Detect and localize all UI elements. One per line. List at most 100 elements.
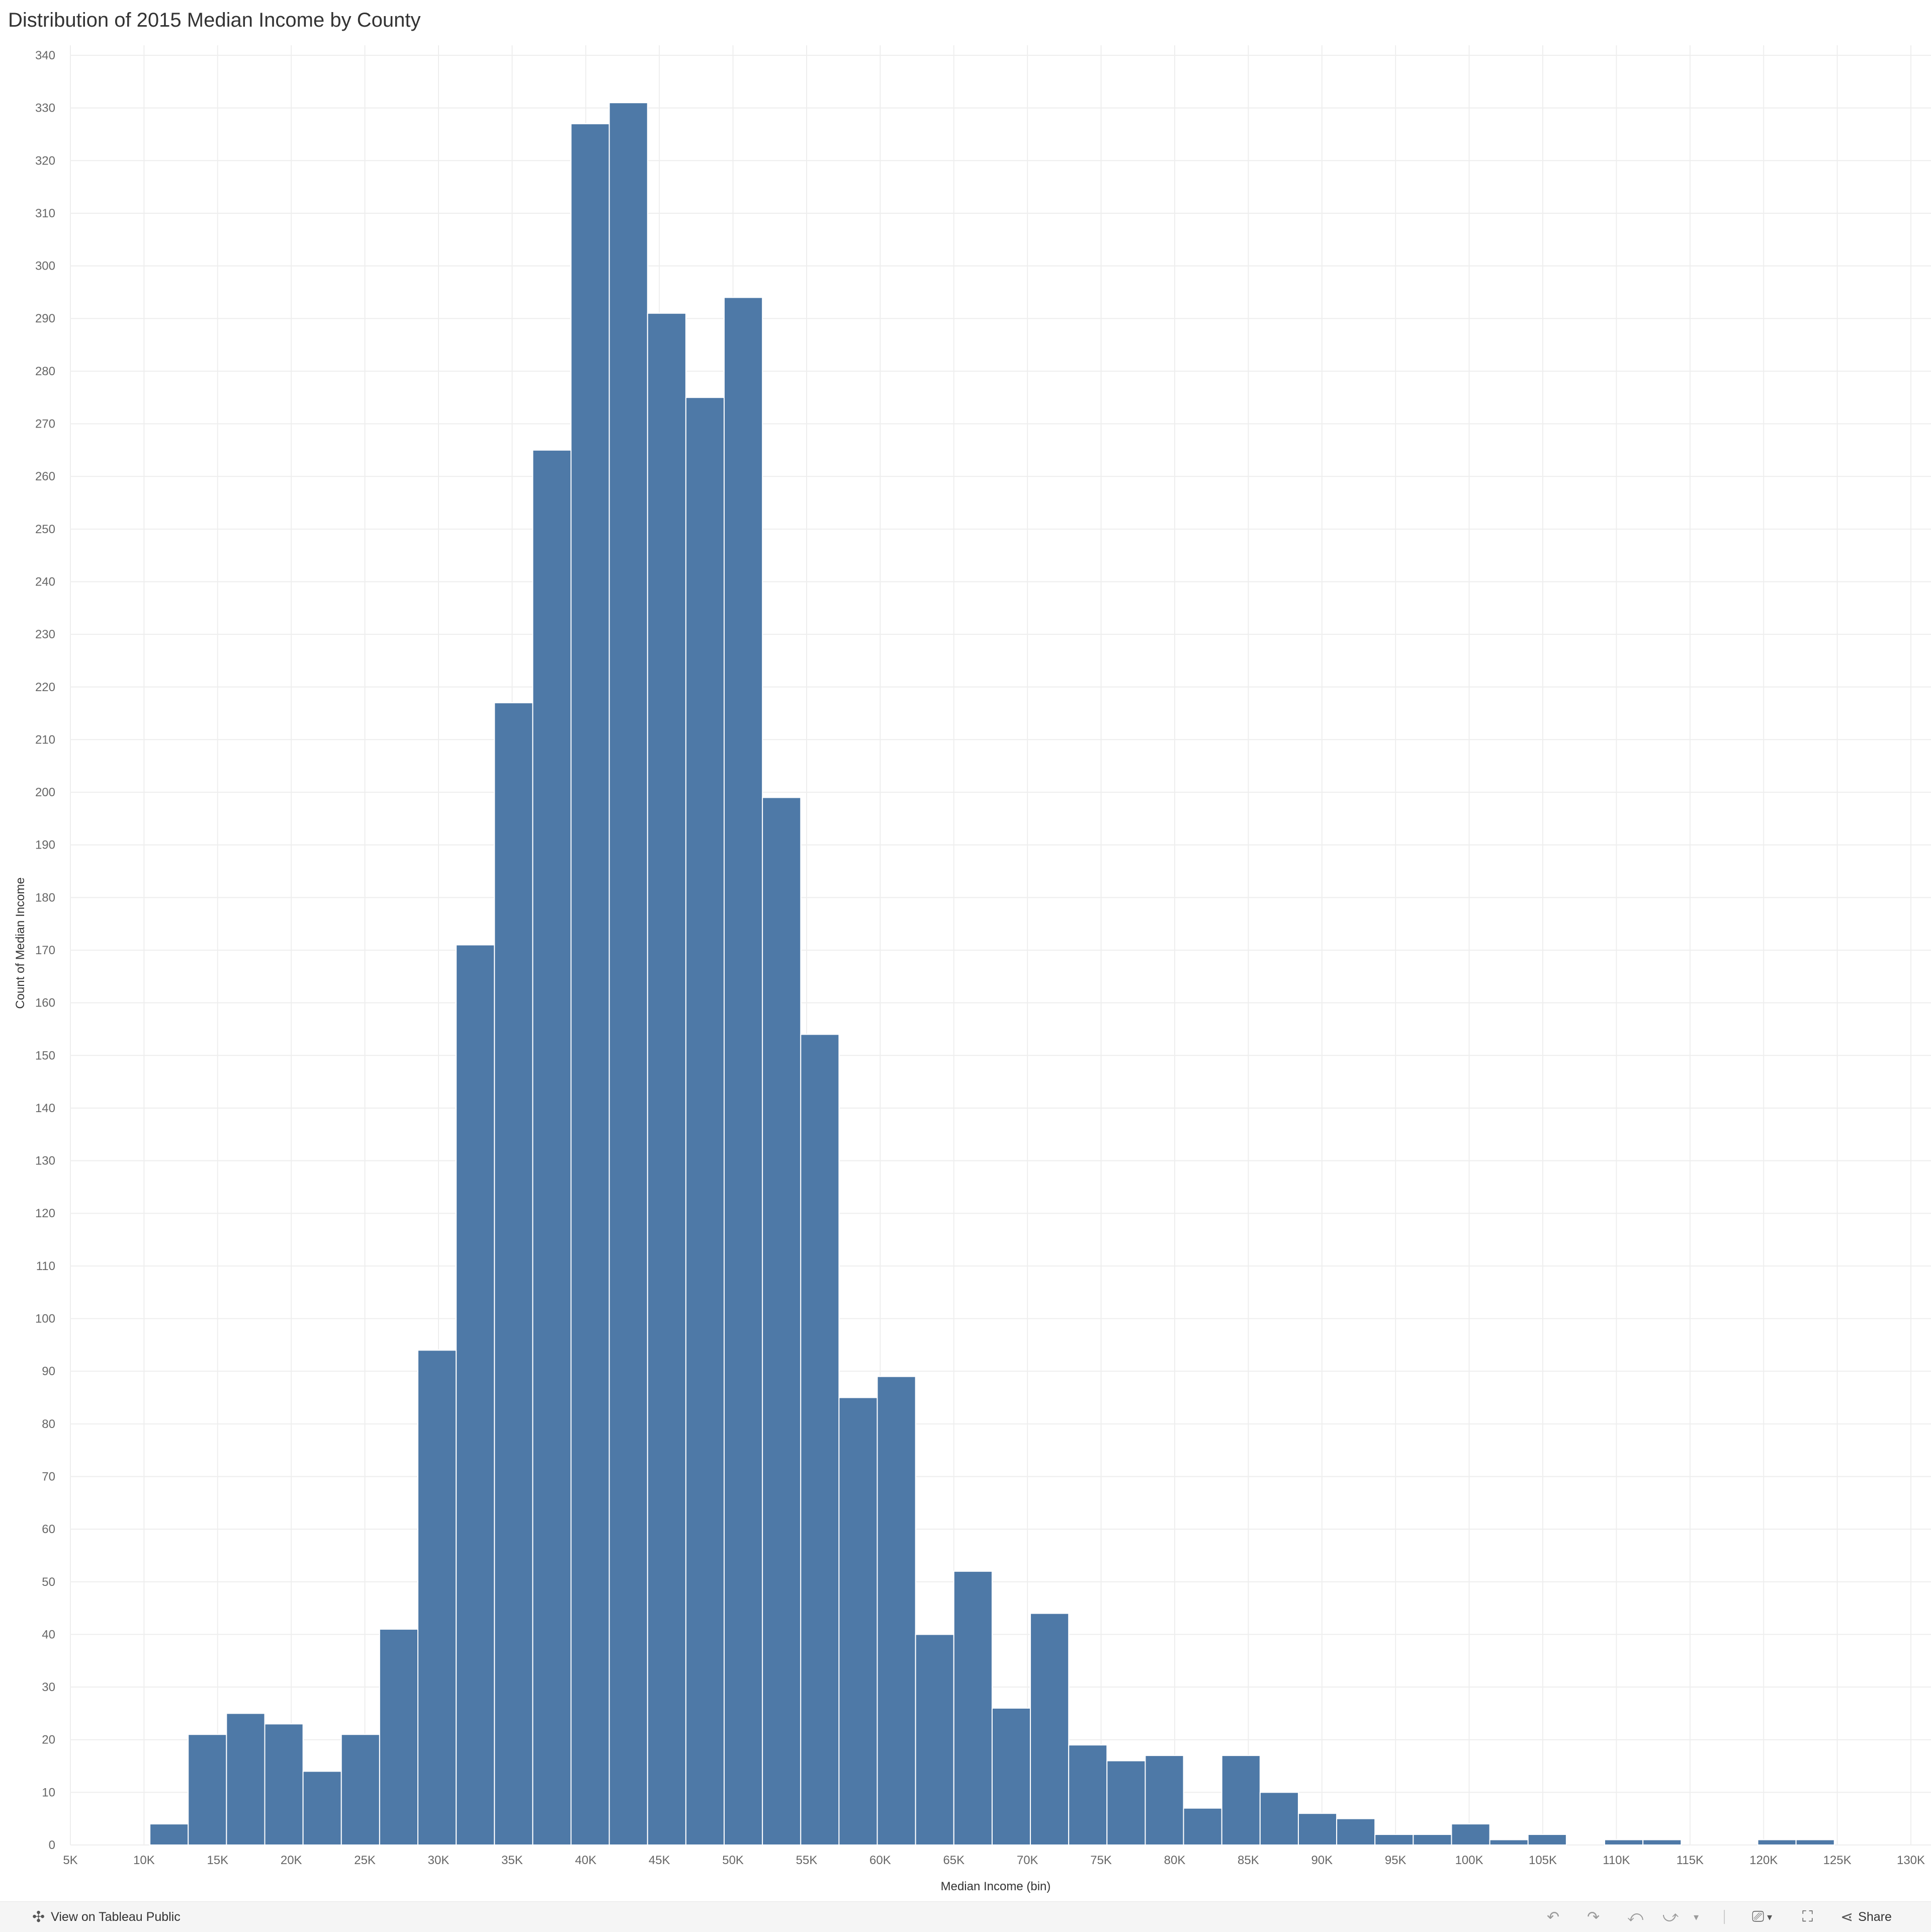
histogram-bars bbox=[149, 102, 1835, 1846]
x-tick-label: 90K bbox=[1311, 1854, 1333, 1867]
refresh-icon: ⤻ bbox=[1662, 1908, 1679, 1925]
histogram-bar[interactable] bbox=[1259, 1792, 1299, 1846]
histogram-bar[interactable] bbox=[762, 797, 802, 1846]
histogram-bar[interactable] bbox=[1183, 1807, 1222, 1846]
y-tick-label: 40 bbox=[42, 1628, 55, 1641]
histogram-bar[interactable] bbox=[1221, 1755, 1261, 1846]
share-label: Share bbox=[1858, 1909, 1892, 1924]
histogram-bar[interactable] bbox=[1489, 1839, 1529, 1846]
fullscreen-button[interactable]: ⛶ bbox=[1802, 1902, 1813, 1932]
histogram-bar[interactable] bbox=[188, 1734, 227, 1846]
y-tick-label: 270 bbox=[35, 417, 55, 431]
y-tick-label: 280 bbox=[35, 365, 55, 378]
y-tick-label: 140 bbox=[35, 1102, 55, 1115]
revert-icon: ⤺ bbox=[1627, 1908, 1644, 1925]
x-tick-label: 110K bbox=[1603, 1854, 1630, 1867]
x-tick-label: 10K bbox=[133, 1854, 155, 1867]
histogram-bar[interactable] bbox=[226, 1713, 266, 1845]
chart-title: Distribution of 2015 Median Income by Co… bbox=[8, 9, 421, 31]
histogram-bar[interactable] bbox=[417, 1350, 457, 1845]
histogram-bar[interactable] bbox=[570, 123, 610, 1845]
histogram-bar[interactable] bbox=[149, 1823, 189, 1845]
y-tick-label: 180 bbox=[35, 891, 55, 904]
x-tick-label: 120K bbox=[1749, 1854, 1778, 1867]
y-tick-label: 320 bbox=[35, 154, 55, 167]
histogram-bar[interactable] bbox=[532, 449, 572, 1845]
x-tick-label: 80K bbox=[1164, 1854, 1186, 1867]
download-button[interactable]: ⎚ ▾ bbox=[1752, 1902, 1772, 1932]
histogram-bar[interactable] bbox=[647, 312, 686, 1846]
histogram-bar[interactable] bbox=[379, 1628, 419, 1845]
x-tick-label: 30K bbox=[428, 1854, 450, 1867]
histogram-bar[interactable] bbox=[838, 1397, 878, 1845]
histogram-bar[interactable] bbox=[1297, 1813, 1338, 1845]
view-on-tableau-label: View on Tableau Public bbox=[51, 1909, 181, 1924]
refresh-button[interactable]: ⤻ bbox=[1662, 1902, 1679, 1932]
redo-icon: ↷ bbox=[1587, 1908, 1600, 1925]
histogram-bar[interactable] bbox=[1604, 1839, 1644, 1846]
y-tick-label: 340 bbox=[35, 49, 55, 62]
x-tick-label: 45K bbox=[649, 1854, 670, 1867]
view-on-tableau-link[interactable]: ✣ View on Tableau Public bbox=[32, 1902, 181, 1932]
y-axis-label: Count of Median Income bbox=[14, 877, 27, 1009]
y-tick-label: 70 bbox=[42, 1470, 55, 1483]
y-tick-label: 20 bbox=[42, 1733, 55, 1747]
x-axis-ticks: 5K 10K 15K 20K 25K 30K 35K 40K 45K 50K 55K 60K 65K 70… bbox=[63, 1854, 1925, 1867]
y-tick-label: 300 bbox=[35, 260, 55, 273]
histogram-bar[interactable] bbox=[991, 1707, 1031, 1846]
histogram-bar[interactable] bbox=[1336, 1818, 1376, 1846]
refresh-dropdown-button[interactable]: ▾ bbox=[1694, 1902, 1699, 1932]
histogram-bar[interactable] bbox=[1374, 1834, 1414, 1845]
histogram-bar[interactable] bbox=[800, 1034, 840, 1845]
y-tick-label: 260 bbox=[35, 470, 55, 483]
undo-button[interactable]: ↶ bbox=[1547, 1902, 1559, 1932]
y-tick-label: 60 bbox=[42, 1523, 55, 1536]
y-tick-label: 220 bbox=[35, 681, 55, 694]
x-axis-label: Median Income (bin) bbox=[941, 1880, 1051, 1893]
x-tick-label: 115K bbox=[1677, 1854, 1704, 1867]
histogram-bar[interactable] bbox=[724, 297, 763, 1845]
histogram-bar[interactable] bbox=[915, 1634, 954, 1846]
histogram-bar[interactable] bbox=[1795, 1839, 1835, 1846]
histogram-bar[interactable] bbox=[1642, 1839, 1682, 1846]
y-tick-label: 230 bbox=[35, 628, 55, 641]
fullscreen-icon: ⛶ bbox=[1802, 1908, 1813, 1925]
download-dropdown-icon: ▾ bbox=[1767, 1911, 1773, 1923]
x-tick-label: 60K bbox=[869, 1854, 891, 1867]
y-axis-ticks: 0 10 20 30 40 50 60 70 80 90 100 110 120 130 140 150 160… bbox=[35, 49, 55, 1852]
histogram-bar[interactable] bbox=[1527, 1834, 1567, 1845]
x-tick-label: 130K bbox=[1897, 1854, 1925, 1867]
histogram-bar[interactable] bbox=[1106, 1760, 1146, 1845]
histogram-bar[interactable] bbox=[1757, 1839, 1797, 1846]
undo-icon: ↶ bbox=[1547, 1908, 1560, 1925]
histogram-bar[interactable] bbox=[1451, 1823, 1490, 1845]
histogram-bar[interactable] bbox=[953, 1570, 993, 1845]
x-tick-label: 65K bbox=[943, 1854, 964, 1867]
histogram-bar[interactable] bbox=[264, 1723, 304, 1845]
y-tick-label: 310 bbox=[35, 207, 55, 220]
histogram-bar[interactable] bbox=[494, 702, 534, 1845]
tableau-toolbar: ✣ View on Tableau Public ↶ ↷ ⤺ ⤻ ▾ ⎚ ▾ ⛶… bbox=[0, 1901, 1931, 1932]
grid-lines bbox=[70, 45, 1931, 1845]
histogram-bar[interactable] bbox=[1030, 1613, 1070, 1846]
revert-button[interactable]: ⤺ bbox=[1627, 1902, 1643, 1932]
histogram-bar[interactable] bbox=[1145, 1755, 1184, 1846]
histogram-bar[interactable] bbox=[302, 1771, 342, 1846]
histogram-bar[interactable] bbox=[340, 1734, 380, 1846]
redo-button[interactable]: ↷ bbox=[1587, 1902, 1600, 1932]
histogram-bar[interactable] bbox=[608, 102, 648, 1845]
histogram-bar[interactable] bbox=[876, 1376, 916, 1845]
histogram-bar[interactable] bbox=[1068, 1744, 1108, 1846]
histogram-bar[interactable] bbox=[1413, 1834, 1452, 1845]
y-tick-label: 10 bbox=[42, 1786, 55, 1799]
x-tick-label: 100K bbox=[1455, 1854, 1483, 1867]
histogram-bar[interactable] bbox=[685, 397, 725, 1846]
y-tick-label: 150 bbox=[35, 1049, 55, 1062]
x-tick-label: 125K bbox=[1823, 1854, 1852, 1867]
histogram-bar[interactable] bbox=[456, 944, 495, 1845]
x-tick-label: 20K bbox=[281, 1854, 302, 1867]
y-tick-label: 240 bbox=[35, 575, 55, 589]
tableau-logo-icon: ✣ bbox=[32, 1908, 45, 1925]
share-button[interactable]: ⋖ Share bbox=[1840, 1902, 1892, 1932]
